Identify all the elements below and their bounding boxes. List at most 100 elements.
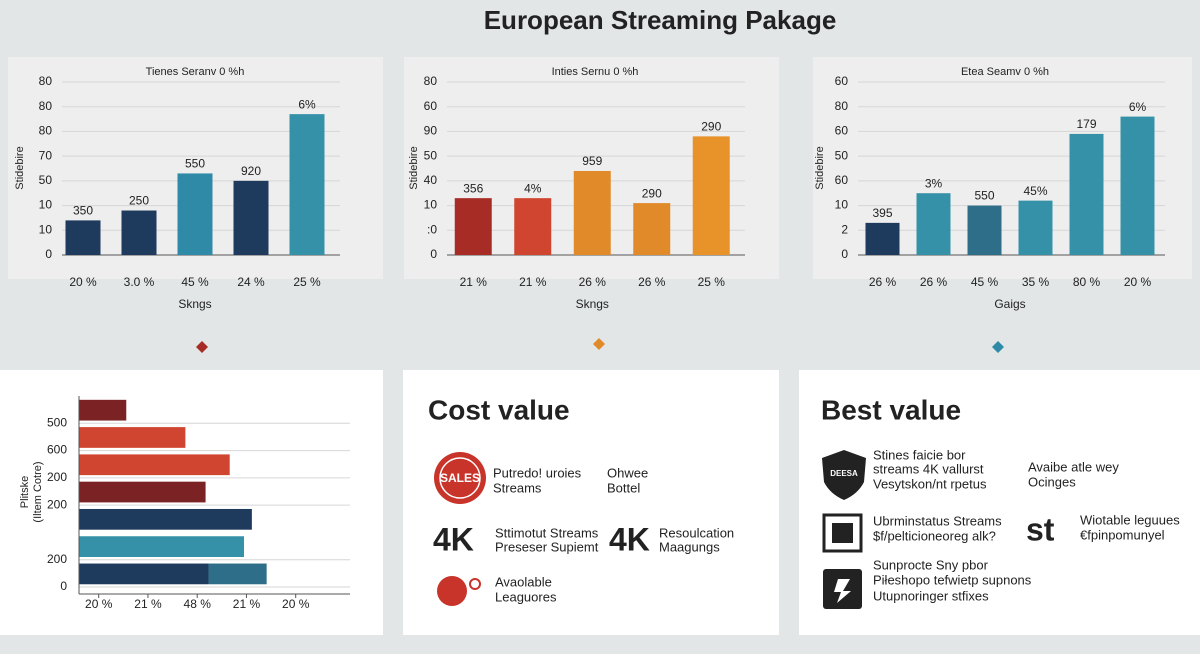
item-text: €fpinpomunyel xyxy=(1080,527,1165,542)
y-tick-label: 500 xyxy=(47,415,67,429)
y-tick-label: 600 xyxy=(47,443,67,457)
bar-annotation: 290 xyxy=(642,186,662,200)
item-text: Ubrminstatus Streams xyxy=(873,513,1002,528)
item-text: Avaibe atle wey xyxy=(1028,459,1119,474)
diamond xyxy=(196,341,208,353)
y-axis-label: Stidebire xyxy=(408,146,420,189)
bar xyxy=(1069,133,1104,255)
page-title: European Streaming Pakage xyxy=(484,5,837,35)
bar xyxy=(208,563,267,585)
item-text: Bottel xyxy=(607,480,640,495)
y-tick-label: 10 xyxy=(39,222,53,236)
y-tick-label: 40 xyxy=(424,173,438,187)
y-tick-label: 0 xyxy=(841,247,848,261)
bar xyxy=(916,193,951,255)
x-tick-label: 20 % xyxy=(282,597,310,611)
y-tick-label: 0 xyxy=(60,579,67,593)
x-axis-label: Skngs xyxy=(576,297,609,311)
item-icon-text: st xyxy=(1026,511,1055,547)
bar xyxy=(79,481,206,503)
item-text: Sttimotut Streams xyxy=(495,525,599,540)
x-tick-label: 26 % xyxy=(579,275,607,289)
bar-annotation: 45% xyxy=(1023,184,1047,198)
item-text: Leaguores xyxy=(495,589,557,604)
y-tick-label: 80 xyxy=(835,99,849,113)
item-text: Streams xyxy=(493,480,542,495)
bar xyxy=(79,563,209,585)
item-text: Piłeshopo tefwietp supnons xyxy=(873,572,1032,587)
badge-icon xyxy=(434,452,486,504)
bar xyxy=(692,136,730,255)
bar xyxy=(1018,200,1053,255)
x-axis-label: Gaigs xyxy=(994,297,1025,311)
x-tick-label: 45 % xyxy=(971,275,999,289)
y-tick-label: 2 xyxy=(841,222,848,236)
chart-title: Etea Seamv 0 %h xyxy=(961,66,1049,78)
panel-heading: Cost value xyxy=(428,394,570,425)
item-text: Avaolable xyxy=(495,574,552,589)
box-icon xyxy=(822,513,863,553)
bar xyxy=(79,536,244,557)
item-icon-text: 4K xyxy=(433,521,474,557)
euro-icon xyxy=(437,576,467,606)
bar-annotation: 290 xyxy=(701,120,721,134)
bar-annotation: 920 xyxy=(241,164,261,178)
bar xyxy=(79,454,230,476)
item-text: Preseser Supiemt xyxy=(495,539,599,554)
x-tick-label: 21 % xyxy=(460,275,488,289)
y-tick-label: 60 xyxy=(835,173,849,187)
item-text: Stines faicie bor xyxy=(873,447,966,462)
x-tick-label: 21 % xyxy=(519,275,547,289)
y-tick-label: 50 xyxy=(835,148,849,162)
bar xyxy=(121,210,157,255)
y-axis-label: Plitske xyxy=(19,476,31,508)
x-tick-label: 20 % xyxy=(1124,275,1152,289)
y-tick-label: 200 xyxy=(47,497,67,511)
y-tick-label: 200 xyxy=(47,552,67,566)
bar-annotation: 3% xyxy=(925,176,943,190)
bar-annotation: 6% xyxy=(298,97,316,111)
badge-text: SALES xyxy=(440,471,480,485)
bar xyxy=(573,170,611,255)
bar xyxy=(865,222,900,255)
y-axis-label: Stidebire xyxy=(14,146,26,189)
bar-annotation: 395 xyxy=(872,206,892,220)
bar xyxy=(514,198,552,255)
item-text: Wiotable leguues xyxy=(1080,512,1180,527)
x-tick-label: 48 % xyxy=(184,597,212,611)
diamond xyxy=(992,341,1004,353)
y-tick-label: 0 xyxy=(45,247,52,261)
x-tick-label: 25 % xyxy=(293,275,321,289)
bar-annotation: 356 xyxy=(463,181,483,195)
panel-heading: Best value xyxy=(821,394,961,425)
y-tick-label: 0 xyxy=(430,247,437,261)
x-tick-label: 20 % xyxy=(69,275,97,289)
y-tick-label: 10 xyxy=(39,198,53,212)
x-tick-label: 26 % xyxy=(638,275,666,289)
x-tick-label: 35 % xyxy=(1022,275,1050,289)
y-tick-label: 50 xyxy=(424,148,438,162)
x-tick-label: 24 % xyxy=(237,275,265,289)
bar xyxy=(65,220,101,255)
dark-icon xyxy=(834,579,851,603)
y-tick-label: 90 xyxy=(424,124,438,138)
item-text: Sunprocte Sny pbor xyxy=(873,557,989,572)
x-tick-label: 21 % xyxy=(233,597,261,611)
x-tick-label: 45 % xyxy=(181,275,209,289)
item-text: Ocinges xyxy=(1028,474,1076,489)
x-axis-label: Skngs xyxy=(178,297,211,311)
y-tick-label: 60 xyxy=(424,99,438,113)
x-tick-label: 21 % xyxy=(134,597,162,611)
bar xyxy=(1120,116,1155,255)
y-tick-label: 70 xyxy=(39,148,53,162)
bar xyxy=(633,203,671,255)
bar xyxy=(79,399,127,421)
bar xyxy=(79,427,186,448)
bar xyxy=(233,180,269,255)
bar xyxy=(289,114,325,255)
item-text: $f/pelticioneoreg alk? xyxy=(873,528,996,543)
badge-text: DEESA xyxy=(830,469,858,478)
y-tick-label: 10 xyxy=(424,198,438,212)
shield-icon xyxy=(822,450,866,500)
